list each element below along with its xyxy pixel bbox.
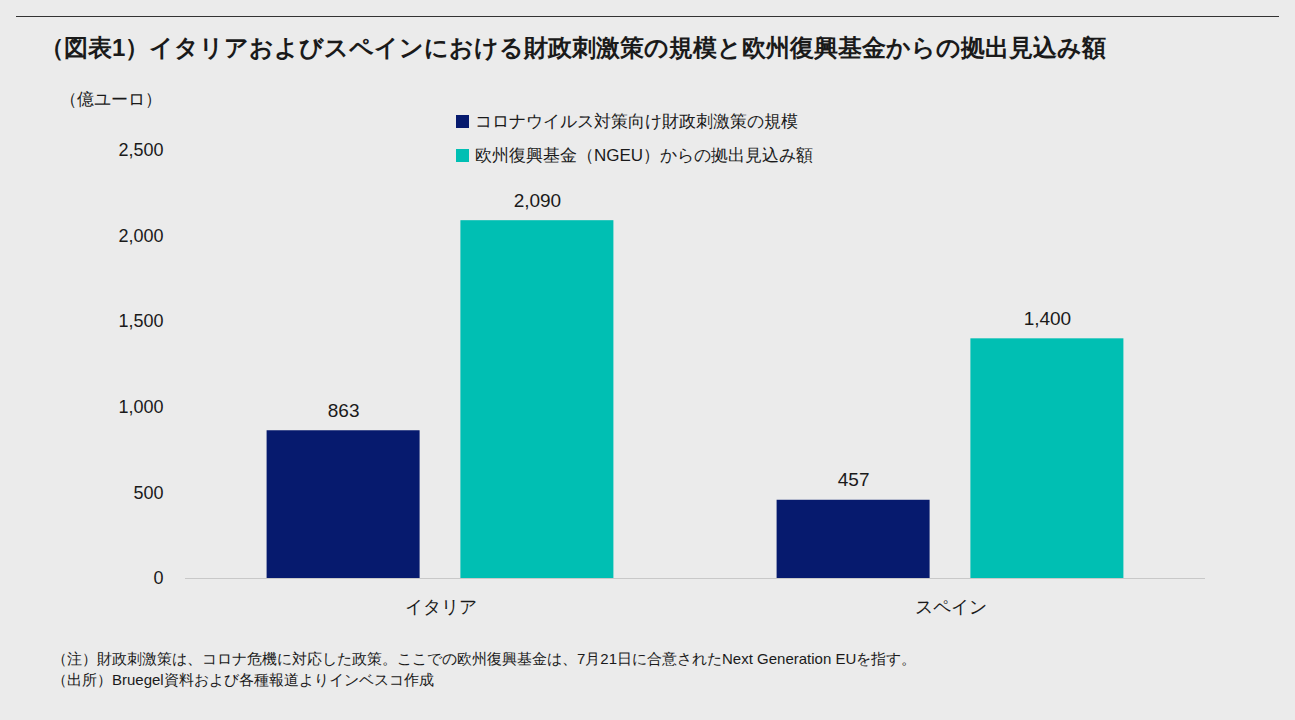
- svg-text:1,000: 1,000: [118, 397, 163, 417]
- svg-text:1,400: 1,400: [1024, 308, 1072, 329]
- svg-text:1,500: 1,500: [118, 311, 163, 331]
- svg-text:2,090: 2,090: [514, 190, 562, 211]
- html-text:（図表1）イタリアおよびスペインにおける財政刺激策の規模と欧: （図表1）イタリアおよびスペインにおける財政刺激策の規模と欧州復興基金からの拠出…: [40, 34, 1107, 61]
- html-text:欧州復興基金（NGEU）からの拠出見込み額: 欧州復興基金（NGEU）からの拠出見込み額: [475, 145, 814, 165]
- svg-text:2,000: 2,000: [118, 226, 163, 246]
- html-text:（注）財政刺激策は、コロナ危機に対応した政策。ここでの欧州復: （注）財政刺激策は、コロナ危機に対応した政策。ここでの欧州復興基金は、7月21日…: [52, 650, 917, 667]
- svg-text:イタリア: イタリア: [405, 597, 477, 617]
- svg-text:2,500: 2,500: [118, 140, 163, 160]
- svg-text:0: 0: [153, 568, 163, 588]
- svg-text:スペイン: スペイン: [915, 597, 987, 617]
- html-text:（億ユーロ）: （億ユーロ）: [60, 90, 162, 109]
- html-text:（出所）Bruegel資料および各種報道よりインベスコ作成: （出所）Bruegel資料および各種報道よりインベスコ作成: [52, 671, 434, 688]
- svg-text:863: 863: [328, 400, 360, 421]
- svg-text:457: 457: [838, 469, 870, 490]
- html-text:コロナウイルス対策向け財政刺激策の規模: コロナウイルス対策向け財政刺激策の規模: [475, 111, 798, 131]
- svg-text:500: 500: [133, 483, 163, 503]
